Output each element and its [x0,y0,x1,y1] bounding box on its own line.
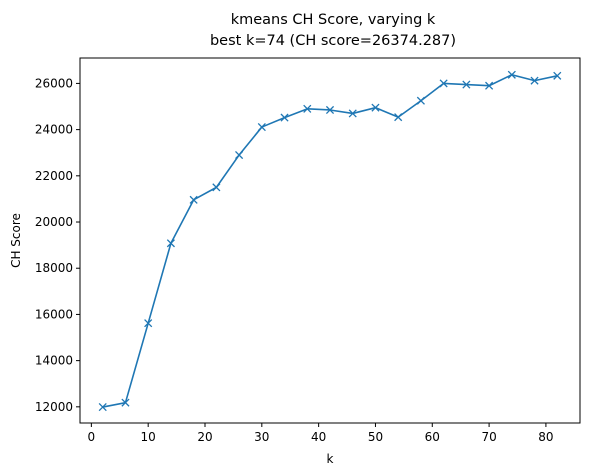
series-line [102,73,558,408]
data-point-marker [348,109,357,118]
x-axis-label: k [327,452,334,466]
data-point-marker [303,104,312,113]
data-point-marker [212,183,221,192]
x-tick-label: 30 [254,430,269,444]
data-point-marker [485,81,494,90]
y-tick-label: 20000 [35,215,73,229]
y-tick-label: 22000 [35,169,73,183]
data-point-marker [394,113,403,122]
data-point-marker [439,79,448,88]
x-tick-label: 20 [197,430,212,444]
y-axis: 12000 14000 16000 18000 20000 22000 24000 26000 [35,76,80,414]
x-tick-label: 70 [481,430,496,444]
data-point-marker [530,76,539,85]
x-tick-label: 40 [311,430,326,444]
data-point-marker [121,398,130,407]
x-tick-label: 60 [425,430,440,444]
y-tick-label: 16000 [35,307,73,321]
data-point-marker [462,80,471,89]
series-layer [98,70,562,412]
data-point-marker [416,96,425,105]
x-tick-label: 50 [368,430,383,444]
x-tick-label: 80 [538,430,553,444]
y-axis-label: CH Score [9,213,23,268]
data-point-marker [235,150,244,160]
data-point-marker [325,105,335,115]
x-tick-label: 10 [141,430,156,444]
x-tick-label: 0 [88,430,96,444]
y-tick-label: 18000 [35,261,73,275]
data-point-marker [257,123,266,132]
x-axis: 0 10 20 30 40 50 60 70 80 [88,423,554,444]
y-tick-label: 14000 [35,354,73,368]
data-point-marker [553,71,562,80]
y-tick-label: 12000 [35,400,73,414]
chart-subtitle: best k=74 (CH score=26374.287) [210,33,456,49]
data-point-marker [144,319,153,328]
y-tick-label: 26000 [35,76,73,90]
data-point-marker [98,403,107,412]
plot-area [79,57,581,424]
chart-title: kmeans CH Score, varying k [231,12,436,28]
data-point-marker [280,113,289,122]
data-point-marker [189,195,198,204]
y-tick-label: 24000 [35,123,73,137]
data-point-marker [507,70,516,79]
data-point-marker [371,103,380,112]
data-point-marker [166,239,175,248]
